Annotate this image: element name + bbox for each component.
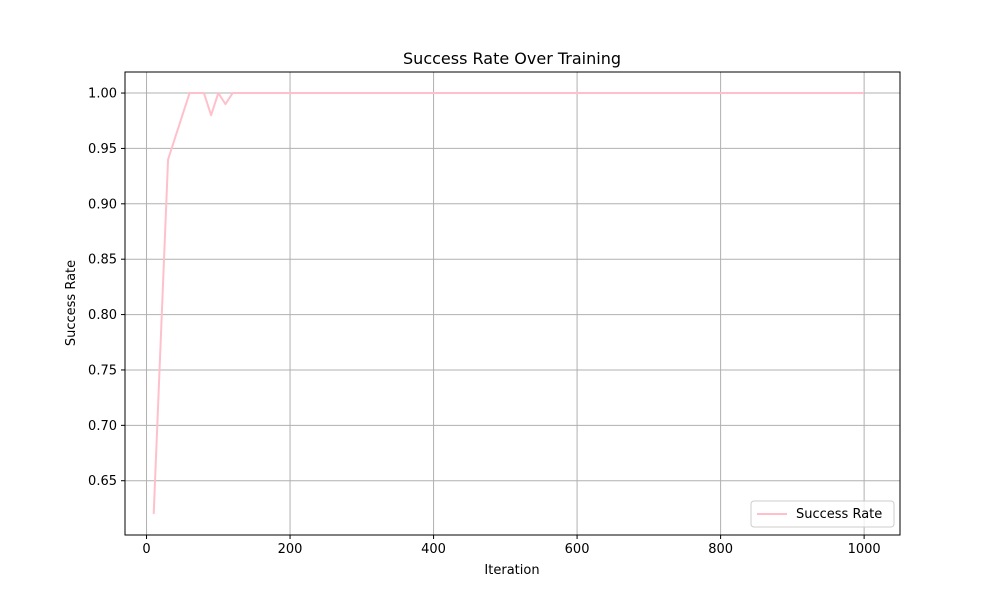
legend: Success Rate <box>750 500 895 528</box>
y-tick-label: 0.90 <box>88 197 117 212</box>
y-tick-label: 0.65 <box>88 474 117 489</box>
x-axis: 0 200 400 600 800 1000 <box>142 535 881 557</box>
y-tick-label: 0.95 <box>88 142 117 157</box>
plot-area-frame <box>124 71 901 536</box>
y-tick-label: 0.75 <box>88 363 117 378</box>
chart-title: Success Rate Over Training <box>403 49 621 68</box>
x-tick-label: 800 <box>708 542 733 557</box>
y-axis: 0.65 0.70 0.75 0.80 0.85 0.90 0.95 1.00 <box>88 87 125 489</box>
y-tick-label: 0.85 <box>88 253 117 268</box>
y-tick-label: 0.70 <box>88 419 117 434</box>
series-line-success-rate <box>152 92 865 514</box>
x-axis-label: Iteration <box>484 563 539 578</box>
legend-box <box>750 500 895 528</box>
x-tick-label: 600 <box>565 542 590 557</box>
y-axis-label: Success Rate <box>64 260 79 346</box>
legend-label: Success Rate <box>796 507 882 522</box>
grid-layer <box>125 72 900 535</box>
y-tick-label: 1.00 <box>88 87 117 102</box>
y-tick-label: 0.80 <box>88 308 117 323</box>
x-tick-label: 1000 <box>848 542 881 557</box>
x-tick-label: 0 <box>142 542 150 557</box>
x-tick-label: 200 <box>278 542 303 557</box>
series-layer <box>152 92 865 514</box>
x-tick-label: 400 <box>421 542 446 557</box>
